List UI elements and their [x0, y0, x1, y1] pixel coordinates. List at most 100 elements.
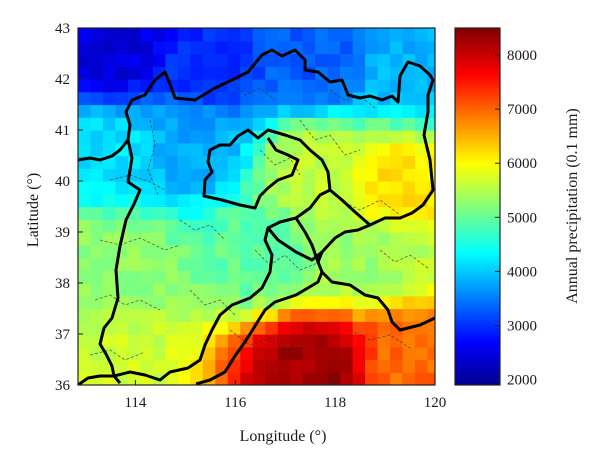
- grid-cell: [152, 270, 166, 284]
- grid-cell: [215, 130, 229, 144]
- grid-cell: [240, 181, 254, 195]
- grid-cell: [290, 66, 304, 80]
- grid-cell: [252, 79, 266, 93]
- grid-cell: [227, 181, 241, 195]
- grid-cell: [165, 219, 179, 233]
- colorbar-axis: 2000 3000 4000 5000 6000 7000 8000: [495, 48, 537, 389]
- grid-cell: [252, 372, 266, 385]
- grid-cell: [315, 168, 329, 182]
- grid-cell: [240, 206, 254, 220]
- grid-cell: [390, 244, 404, 259]
- grid-cell: [415, 53, 429, 67]
- grid-cell: [115, 359, 129, 373]
- grid-cell: [115, 155, 129, 169]
- grid-cell: [140, 219, 154, 233]
- grid-cell: [427, 346, 435, 361]
- grid-cell: [327, 257, 341, 271]
- colorbar-tick-label: 2000: [507, 373, 537, 389]
- grid-cell: [140, 232, 154, 246]
- grid-cell: [302, 359, 316, 373]
- grid-cell: [177, 257, 191, 271]
- grid-cell: [215, 244, 229, 259]
- grid-cell: [415, 308, 429, 322]
- grid-cell: [177, 321, 191, 335]
- grid-cell: [302, 295, 316, 310]
- map-frame: [77, 27, 436, 386]
- grid-cell: [390, 193, 404, 208]
- grid-cell: [265, 91, 279, 106]
- grid-cell: [190, 66, 204, 80]
- grid-cell: [165, 295, 179, 310]
- x-axis-label: Longitude (°): [240, 428, 327, 445]
- grid-cell: [390, 181, 404, 195]
- grid-cell: [252, 270, 266, 284]
- grid-cell: [277, 257, 291, 271]
- grid-cell: [165, 232, 179, 246]
- grid-cell: [340, 308, 354, 322]
- grid-cell: [177, 130, 191, 144]
- grid-cell: [315, 321, 329, 335]
- grid-cell: [340, 295, 354, 310]
- grid-cell: [252, 104, 266, 118]
- grid-cell: [402, 155, 416, 169]
- grid-cell: [365, 28, 379, 42]
- grid-cell: [115, 28, 129, 42]
- grid-cell: [377, 193, 391, 208]
- grid-cell: [315, 117, 329, 131]
- grid-cell: [315, 232, 329, 246]
- grid-cell: [415, 244, 429, 259]
- grid-cell: [277, 206, 291, 220]
- grid-cell: [140, 28, 154, 42]
- grid-cell: [415, 346, 429, 361]
- grid-cell: [352, 66, 366, 80]
- grid-cell: [277, 117, 291, 131]
- grid-cell: [277, 66, 291, 80]
- grid-cell: [327, 295, 341, 310]
- grid-cell: [152, 66, 166, 80]
- grid-cell: [152, 346, 166, 361]
- grid-cell: [390, 219, 404, 233]
- grid-cell: [215, 104, 229, 118]
- grid-cell: [140, 257, 154, 271]
- grid-cell: [102, 283, 117, 297]
- grid-cell: [227, 244, 241, 259]
- grid-cell: [152, 79, 166, 93]
- grid-cell: [365, 346, 379, 361]
- grid-cell: [365, 295, 379, 310]
- grid-cell: [352, 257, 366, 271]
- grid-cell: [165, 334, 179, 348]
- grid-cell: [190, 334, 204, 348]
- grid-cell: [315, 40, 329, 55]
- grid-cell: [377, 79, 391, 93]
- grid-cell: [78, 308, 92, 322]
- grid-cell: [78, 283, 92, 297]
- grid-cell: [177, 28, 191, 42]
- grid-cell: [377, 117, 391, 131]
- grid-cell: [102, 257, 117, 271]
- grid-cell: [402, 66, 416, 80]
- grid-cell: [215, 346, 229, 361]
- grid-cell: [427, 283, 435, 297]
- grid-cell: [127, 79, 142, 93]
- y-tick-label: 38: [55, 276, 70, 292]
- grid-cell: [240, 40, 254, 55]
- grid-cell: [90, 91, 104, 106]
- grid-cell: [90, 244, 104, 259]
- grid-cell: [415, 91, 429, 106]
- grid-cell: [402, 308, 416, 322]
- grid-cell: [78, 66, 92, 80]
- grid-cell: [190, 168, 204, 182]
- grid-cell: [127, 321, 142, 335]
- grid-cell: [377, 232, 391, 246]
- grid-cell: [377, 130, 391, 144]
- grid-cell: [140, 53, 154, 67]
- grid-cell: [90, 79, 104, 93]
- grid-cell: [302, 219, 316, 233]
- grid-cell: [265, 117, 279, 131]
- grid-cell: [290, 308, 304, 322]
- grid-cell: [140, 117, 154, 131]
- grid-cell: [415, 283, 429, 297]
- grid-cell: [390, 270, 404, 284]
- grid-cell: [177, 181, 191, 195]
